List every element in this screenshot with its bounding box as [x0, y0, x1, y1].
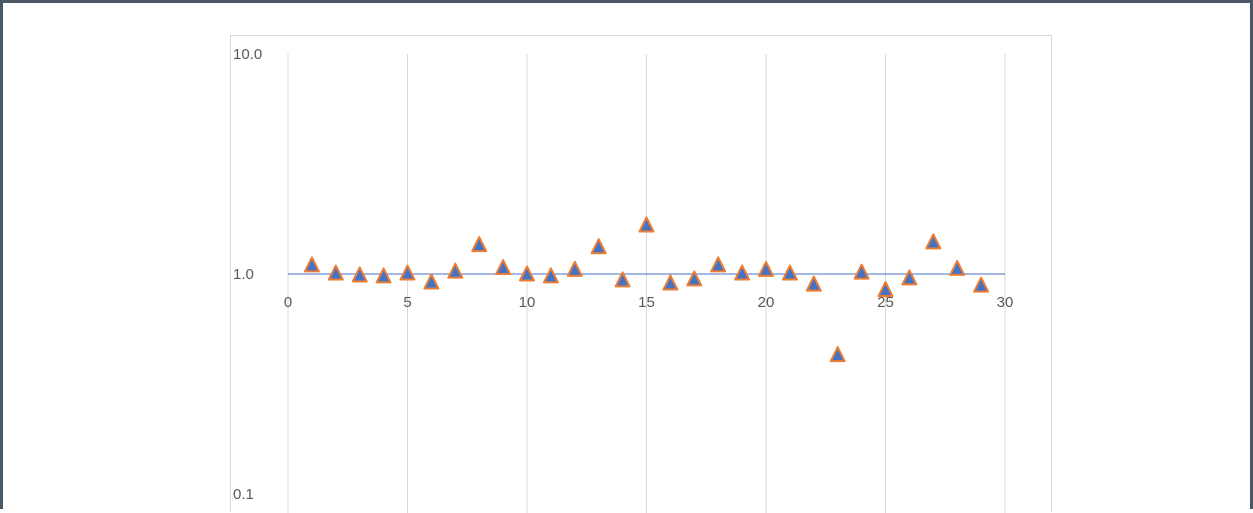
data-point — [949, 259, 966, 276]
data-point — [327, 264, 344, 281]
data-point — [590, 238, 607, 255]
data-point — [901, 269, 918, 286]
data-point — [471, 236, 488, 253]
y-tick-label: 10.0 — [233, 46, 262, 63]
data-point — [423, 273, 440, 290]
data-point — [853, 263, 870, 280]
data-point — [758, 260, 774, 277]
data-point — [781, 264, 798, 281]
data-point — [805, 275, 822, 292]
data-point — [447, 262, 464, 279]
x-tick-label: 5 — [403, 294, 411, 311]
data-points — [303, 216, 990, 363]
data-point — [351, 266, 368, 283]
x-tick-label: 0 — [284, 294, 292, 311]
x-tick-label: 15 — [638, 294, 655, 311]
data-point — [925, 233, 942, 250]
x-tick-label: 25 — [877, 294, 894, 311]
x-tick-label: 30 — [997, 294, 1014, 311]
data-point — [375, 267, 392, 284]
chart-area: 10.0 1.0 0.1 0 5 10 15 20 25 30 — [230, 35, 1052, 513]
data-point — [495, 259, 512, 276]
y-tick-label: 1.0 — [233, 266, 254, 283]
data-point — [973, 276, 990, 293]
data-point — [829, 346, 846, 363]
data-point — [303, 256, 320, 273]
grid-layer — [287, 54, 1006, 513]
tick-labels: 10.0 1.0 0.1 0 5 10 15 20 25 30 — [233, 46, 1013, 503]
data-point — [877, 281, 894, 298]
data-point — [614, 271, 631, 288]
data-point — [542, 267, 559, 284]
data-point — [566, 260, 583, 277]
data-point — [638, 216, 655, 233]
data-point — [710, 256, 727, 273]
data-point — [519, 265, 535, 282]
scatter-chart: 10.0 1.0 0.1 0 5 10 15 20 25 30 — [233, 46, 1013, 513]
x-tick-label: 10 — [519, 294, 536, 311]
data-point — [399, 264, 416, 281]
data-point — [734, 264, 751, 281]
x-tick-label: 20 — [758, 294, 775, 311]
y-tick-label: 0.1 — [233, 486, 254, 503]
data-point — [686, 270, 703, 287]
data-point — [662, 274, 679, 291]
